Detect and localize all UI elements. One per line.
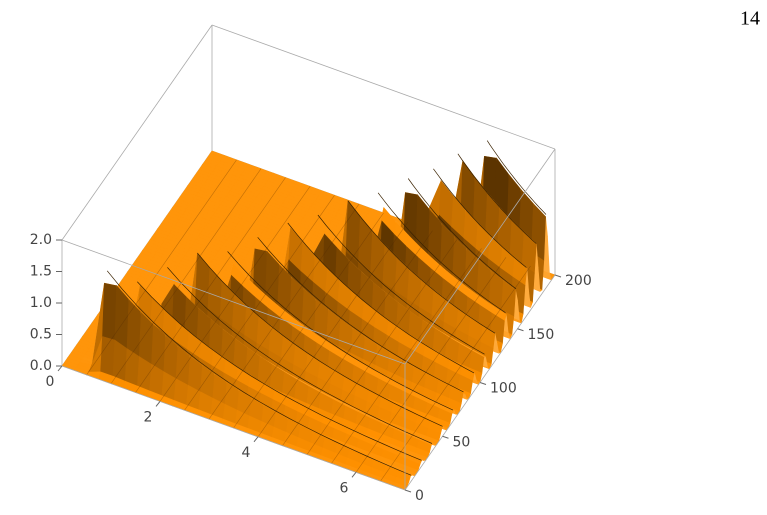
ridge-crest xyxy=(317,214,485,355)
mesh-line xyxy=(208,203,360,420)
x-tick xyxy=(253,436,259,443)
x-tick-label: 2 xyxy=(144,409,153,425)
z-tick-label: 1.0 xyxy=(30,295,52,311)
y-tick xyxy=(479,382,487,385)
y-tick-label: 200 xyxy=(565,273,592,289)
mesh-line xyxy=(380,265,531,482)
ridge-crest xyxy=(407,178,517,290)
ridge-crest xyxy=(347,200,496,334)
mesh-line xyxy=(257,221,409,438)
ridge-crest xyxy=(486,140,547,215)
ridge-crest xyxy=(457,153,537,244)
ridge-crest xyxy=(287,222,475,374)
box-edge xyxy=(404,148,556,365)
ridge-crest xyxy=(197,252,443,427)
box-edge xyxy=(61,24,213,241)
y-tick-label: 0 xyxy=(415,488,424,504)
mesh-line xyxy=(306,239,458,455)
mesh-line xyxy=(355,257,507,473)
mesh-line xyxy=(331,248,482,464)
surface-patch xyxy=(100,336,116,377)
z-tick-label: 1.5 xyxy=(30,264,52,280)
x-tick-label: 4 xyxy=(242,445,251,461)
y-tick xyxy=(442,435,449,439)
y-tick-label: 150 xyxy=(528,327,555,343)
ridge-crest xyxy=(377,192,506,313)
mesh-line xyxy=(233,212,384,429)
mesh-line xyxy=(135,177,286,393)
ridge-crest xyxy=(227,251,454,411)
z-tick-label: 0.0 xyxy=(30,358,52,374)
x-tick-label: 6 xyxy=(340,480,349,496)
page-number: 14 xyxy=(740,8,760,30)
mesh-line xyxy=(282,230,433,446)
y-tick xyxy=(517,328,524,332)
box-edge xyxy=(211,24,556,150)
ridge-crest xyxy=(106,270,412,476)
y-tick-label: 50 xyxy=(453,434,471,450)
ridge-crest xyxy=(433,168,527,268)
ridge-crest xyxy=(137,281,422,461)
z-tick-label: 2.0 xyxy=(30,232,52,248)
box-edge xyxy=(61,239,406,365)
x-tick-label: 0 xyxy=(46,374,55,390)
x-tick xyxy=(57,365,63,372)
ridge-crest xyxy=(257,237,464,393)
y-tick xyxy=(404,489,412,493)
mesh-line xyxy=(110,168,262,384)
box-edge xyxy=(61,365,406,491)
surface-patch xyxy=(102,282,117,341)
ridge-crest xyxy=(167,267,433,444)
y-tick xyxy=(554,274,562,278)
x-tick xyxy=(351,471,357,478)
z-tick-label: 0.5 xyxy=(30,327,52,343)
y-tick-label: 100 xyxy=(490,381,517,397)
x-tick xyxy=(155,401,161,407)
mesh-line xyxy=(184,195,335,411)
mesh-line xyxy=(86,159,237,376)
